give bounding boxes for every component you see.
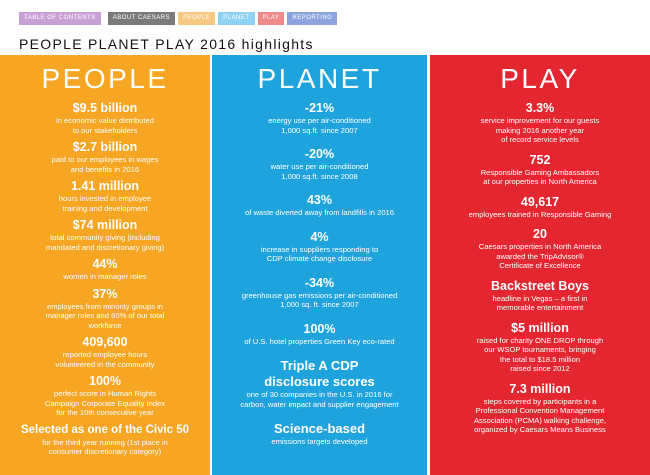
play-stat: 20 Caesars properties in North America aw…: [430, 227, 650, 271]
planet-stat: 43% of waste diverted away from landfill…: [212, 193, 427, 218]
stat-desc: raised for charity ONE DROP through our W…: [476, 335, 604, 374]
people-stat: 1.41 million hours invested in employee t…: [0, 179, 210, 213]
stat-value: $2.7 billion: [72, 140, 138, 154]
stat-value: Selected as one of the Civic 50: [20, 423, 190, 436]
people-stat: 37% employees from minority groups in man…: [0, 287, 210, 331]
stat-desc: total community giving (including mandate…: [45, 233, 165, 252]
people-stat: $74 million total community giving (incl…: [0, 218, 210, 252]
stat-value: 752: [529, 152, 551, 167]
stat-desc: paid to our employees in wages and benefi…: [51, 155, 159, 174]
stat-desc: steps covered by participants in a Profes…: [473, 396, 607, 435]
stat-value: Backstreet Boys: [491, 278, 589, 293]
stat-value: Science-based: [273, 421, 366, 436]
play-column: PLAY 3.3% service improvement for our gu…: [430, 55, 650, 475]
stat-value: 44%: [92, 257, 118, 271]
stat-desc: increase in suppliers responding to CDP c…: [260, 244, 379, 264]
planet-stat: -21% energy use per air-conditioned 1,000…: [212, 101, 427, 135]
planet-column: PLANET -21% energy use per air-condition…: [212, 55, 427, 475]
people-title: PEOPLE: [41, 63, 169, 94]
stat-desc: energy use per air-conditioned 1,000 sq.f…: [268, 116, 371, 135]
stat-desc: reported employee hours volunteered in th…: [55, 350, 155, 369]
stat-desc: employees trained in Responsible Gaming: [468, 209, 612, 219]
stat-value: -20%: [304, 147, 335, 161]
people-stat: Selected as one of the Civic 50 for the …: [0, 423, 210, 457]
stat-value: 7.3 million: [509, 381, 571, 396]
stat-value: -34%: [304, 275, 335, 290]
planet-stat: Triple A CDP disclosure scores one of 30…: [212, 358, 427, 409]
stat-desc: one of 30 companies in the U.S. in 2016 …: [240, 390, 399, 409]
stat-value: 20: [533, 227, 547, 241]
planet-stat: Science-based emissions targets develope…: [212, 421, 427, 447]
stat-desc: for the third year running (1st place in…: [42, 437, 168, 457]
people-stat: 409,600 reported employee hours volunteer…: [0, 335, 210, 369]
stat-desc: of U.S. hotel properties Green Key eco-r…: [244, 336, 395, 346]
planet-title: PLANET: [257, 63, 382, 94]
play-stat: 49,617 employees trained in Responsible …: [430, 195, 650, 220]
top-nav: TABLE OF CONTENTS ABOUT CAESARS PEOPLE P…: [19, 12, 338, 25]
stat-desc: women in manager roles: [63, 272, 147, 281]
people-stat: 100% perfect score in Human Rights Campai…: [0, 374, 210, 418]
people-column: PEOPLE $9.5 billion in economic value di…: [0, 55, 210, 475]
stat-value: 4%: [310, 229, 329, 244]
people-stat: $9.5 billion in economic value distribut…: [0, 101, 210, 135]
stat-value: 100%: [89, 374, 121, 388]
play-title: PLAY: [500, 63, 580, 94]
tab-people[interactable]: PEOPLE: [178, 12, 216, 25]
stat-desc: water use per air-conditioned 1,000 sq.ft…: [270, 162, 369, 181]
people-stat: $2.7 billion paid to our employees in wa…: [0, 140, 210, 174]
stat-desc: employees from minority groups in manager…: [45, 301, 165, 330]
stat-value: $5 million: [511, 320, 569, 335]
stat-value: 49,617: [520, 194, 560, 209]
stat-desc: Responsible Gaming Ambassadors at our pro…: [480, 167, 600, 187]
play-stat: 3.3% service improvement for our guests m…: [430, 101, 650, 145]
stat-desc: headline in Vegas – a first in memorable …: [492, 293, 588, 313]
stat-desc: service improvement for our guests making…: [480, 116, 600, 144]
play-stat: Backstreet Boys headline in Vegas – a fi…: [430, 279, 650, 313]
stat-value: 3.3%: [525, 101, 555, 115]
play-stat: 752 Responsible Gaming Ambassadors at our…: [430, 153, 650, 187]
tab-table-of-contents[interactable]: TABLE OF CONTENTS: [19, 12, 101, 25]
page-title: PEOPLE PLANET PLAY 2016 highlights: [19, 36, 314, 52]
tab-reporting[interactable]: REPORTING: [287, 12, 338, 25]
play-stat: 7.3 million steps covered by participant…: [430, 382, 650, 435]
stat-value: $74 million: [72, 218, 138, 232]
planet-stat: -34% greenhouse gas emissions per air-co…: [212, 276, 427, 310]
tab-planet[interactable]: PLANET: [218, 12, 255, 25]
tab-play[interactable]: PLAY: [257, 12, 285, 25]
play-stat: $5 million raised for charity ONE DROP t…: [430, 321, 650, 374]
planet-stat: 100% of U.S. hotel properties Green Key …: [212, 322, 427, 347]
stat-value: $9.5 billion: [72, 101, 138, 115]
planet-stat: -20% water use per air-conditioned 1,000 …: [212, 147, 427, 181]
people-stat: 44% women in manager roles: [0, 257, 210, 282]
stat-value: 43%: [306, 193, 333, 207]
stat-value: -21%: [304, 101, 335, 115]
stat-desc: greenhouse gas emissions per air-conditi…: [241, 290, 398, 310]
stat-desc: in economic value distributed to our stak…: [56, 116, 154, 135]
stat-desc: of waste diverted away from landfills in…: [245, 208, 394, 217]
stat-value: 409,600: [82, 335, 128, 349]
stat-value: 1.41 million: [70, 179, 140, 193]
stat-desc: hours invested in employee training and d…: [58, 194, 152, 213]
stat-desc: perfect score in Human Rights Campaign Co…: [44, 389, 166, 417]
stat-desc: emissions targets developed: [271, 437, 368, 446]
planet-stat: 4% increase in suppliers responding to CD…: [212, 230, 427, 264]
stat-desc: Caesars properties in North America award…: [478, 242, 602, 270]
stat-value: Triple A CDP disclosure scores: [264, 358, 375, 389]
stat-value: 37%: [92, 286, 118, 301]
stat-value: 100%: [303, 321, 336, 336]
tab-about-caesars[interactable]: ABOUT CAESARS: [107, 12, 176, 25]
